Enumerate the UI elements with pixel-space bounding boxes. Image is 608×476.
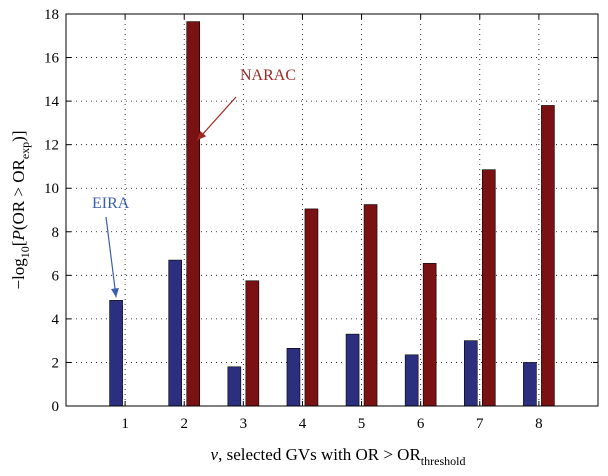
narac-arrow bbox=[196, 96, 237, 141]
x-tick-label: 5 bbox=[358, 416, 366, 432]
x-tick-label: 8 bbox=[535, 416, 543, 432]
x-tick-label: 3 bbox=[240, 416, 248, 432]
bar-narac-3 bbox=[245, 280, 260, 407]
bar-eira-2 bbox=[168, 259, 183, 407]
bar-eira-5 bbox=[345, 333, 360, 407]
y-tick-label: 18 bbox=[44, 7, 59, 23]
annotations: NARAC EIRA bbox=[92, 67, 296, 298]
y-tick-label: 10 bbox=[44, 181, 59, 197]
y-tick-label: 14 bbox=[44, 94, 60, 110]
x-tick-label: 6 bbox=[417, 416, 425, 432]
bar-narac-4 bbox=[304, 208, 319, 407]
bar-narac-8 bbox=[541, 105, 555, 407]
x-tick-label: 2 bbox=[180, 416, 188, 432]
narac-annotation-label: NARAC bbox=[240, 67, 296, 84]
y-tick-label: 2 bbox=[52, 355, 60, 371]
bar-eira-6 bbox=[404, 354, 419, 407]
x-tick-label: 4 bbox=[299, 416, 307, 432]
bar-narac-5 bbox=[363, 204, 378, 407]
y-tick-label: 16 bbox=[44, 51, 60, 67]
bar-eira-4 bbox=[286, 347, 301, 407]
grid-lines bbox=[66, 14, 598, 406]
y-tick-label: 8 bbox=[52, 225, 60, 241]
eira-annotation-label: EIRA bbox=[92, 195, 130, 212]
y-tick-label: 6 bbox=[52, 268, 60, 284]
bar-eira-7 bbox=[463, 340, 478, 407]
bars bbox=[109, 21, 555, 407]
eira-arrow-head bbox=[111, 287, 119, 298]
y-axis-label: −log10[P(OR > ORexp)] bbox=[9, 130, 32, 289]
y-tick-label: 12 bbox=[44, 138, 59, 154]
y-tick-label: 0 bbox=[52, 399, 60, 415]
bar-eira-1 bbox=[109, 300, 123, 407]
plot-frame bbox=[65, 13, 599, 407]
bar-narac-2 bbox=[186, 21, 201, 407]
bar-narac-6 bbox=[422, 263, 437, 407]
y-tick-label: 4 bbox=[52, 312, 60, 328]
x-axis-label: ν, selected GVs with OR > ORthreshold bbox=[211, 445, 466, 468]
bar-eira-8 bbox=[523, 362, 537, 407]
bar-eira-3 bbox=[227, 366, 242, 407]
eira-arrow bbox=[105, 216, 117, 298]
narac-arrow-head bbox=[197, 130, 207, 141]
bar-narac-7 bbox=[481, 169, 496, 407]
x-tick-label: 1 bbox=[121, 416, 129, 432]
x-tick-label: 7 bbox=[476, 416, 484, 432]
